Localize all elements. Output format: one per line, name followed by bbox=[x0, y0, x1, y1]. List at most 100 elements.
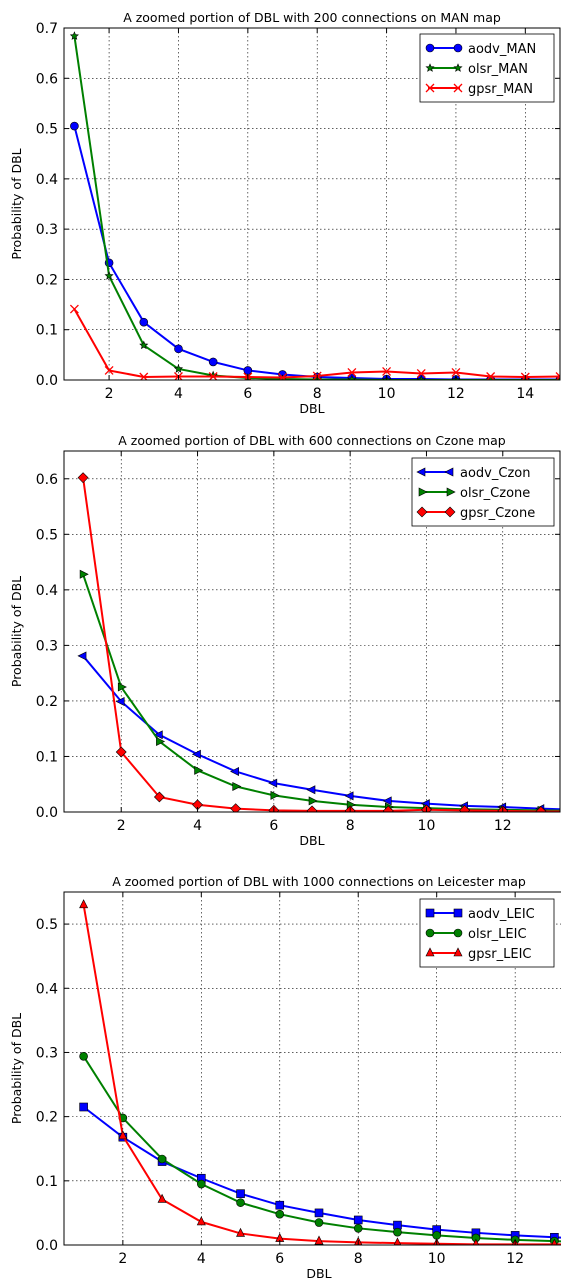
data-point bbox=[314, 1218, 324, 1227]
data-point bbox=[173, 364, 184, 373]
data-point bbox=[115, 746, 127, 758]
data-point bbox=[353, 1215, 363, 1225]
legend-marker bbox=[453, 83, 463, 93]
data-point bbox=[347, 374, 357, 380]
data-point bbox=[232, 781, 242, 791]
y-tick-label: 0.2 bbox=[36, 272, 58, 288]
legend-entry: gpsr_LEIC bbox=[468, 947, 532, 962]
legend-marker bbox=[453, 908, 463, 918]
legend: aodv_MAN olsr_MAN gpsr_MAN bbox=[419, 33, 555, 103]
data-point bbox=[535, 806, 547, 812]
data-point bbox=[69, 31, 79, 40]
legend-marker bbox=[425, 43, 435, 53]
legend-marker bbox=[416, 506, 428, 518]
data-point bbox=[382, 796, 392, 806]
legend: aodv_LEIC olsr_LEIC gpsr_LEIC bbox=[419, 898, 555, 968]
data-point bbox=[79, 569, 89, 579]
data-point bbox=[139, 317, 149, 327]
y-tick-label: 0.2 bbox=[36, 694, 58, 710]
data-point bbox=[230, 766, 239, 776]
y-tick-label: 0.0 bbox=[36, 805, 58, 821]
series-line bbox=[82, 1055, 561, 1243]
y-axis-label: Probability of DBL bbox=[9, 1013, 24, 1124]
data-point bbox=[118, 1130, 128, 1140]
x-tick-label: 8 bbox=[354, 1251, 363, 1267]
series-line bbox=[82, 655, 560, 811]
data-point bbox=[275, 1200, 285, 1210]
data-point bbox=[230, 803, 242, 812]
data-point bbox=[270, 790, 280, 800]
data-point bbox=[208, 372, 218, 380]
legend-marker bbox=[446, 487, 456, 497]
data-point bbox=[308, 796, 318, 806]
legend-marker bbox=[444, 467, 454, 477]
data-point bbox=[197, 1179, 206, 1189]
legend-marker bbox=[453, 947, 463, 957]
x-tick-label: 12 bbox=[506, 1251, 524, 1267]
axes-frame bbox=[63, 891, 561, 1246]
x-axis-label: DBL bbox=[306, 1266, 331, 1280]
legend-marker bbox=[425, 83, 435, 93]
x-axis-label: DBL bbox=[299, 401, 324, 416]
data-point bbox=[347, 367, 357, 377]
legend-marker bbox=[425, 63, 435, 72]
x-axis-label: DBL bbox=[299, 833, 324, 848]
y-tick-label: 0.0 bbox=[36, 1238, 58, 1254]
y-tick-label: 0.1 bbox=[36, 323, 58, 339]
series-olsr_LEIC bbox=[79, 1052, 561, 1245]
data-point bbox=[416, 375, 426, 380]
data-point bbox=[79, 899, 89, 909]
data-point bbox=[157, 1154, 167, 1164]
series-line bbox=[82, 573, 560, 812]
data-point bbox=[382, 366, 392, 376]
series-aodv_Czon bbox=[77, 651, 560, 812]
data-point bbox=[353, 1224, 363, 1233]
y-tick-label: 0.1 bbox=[36, 1174, 58, 1190]
x-tick-label: 2 bbox=[117, 818, 126, 834]
chart-title: A zoomed portion of DBL with 600 connect… bbox=[118, 433, 506, 448]
y-axis-label: Probability of DBL bbox=[9, 148, 24, 259]
legend-entry: olsr_Czone bbox=[460, 486, 530, 501]
data-point bbox=[393, 1227, 402, 1237]
legend-marker bbox=[425, 908, 435, 918]
data-point bbox=[69, 304, 79, 314]
data-point bbox=[278, 373, 287, 380]
y-tick-label: 0.6 bbox=[36, 472, 58, 488]
data-point bbox=[139, 340, 149, 350]
chart-panel-1: 2 4 6 8 10 12 14 0.0 0.1 0.2 0.3 0.4 0.5 0.6 0.7 A zoom… bbox=[9, 10, 561, 416]
data-point bbox=[115, 696, 125, 706]
data-point bbox=[459, 804, 471, 812]
data-point bbox=[79, 1102, 88, 1112]
y-tick-label: 0.5 bbox=[36, 527, 58, 543]
y-tick-label: 0.5 bbox=[36, 917, 58, 933]
x-tick-label: 8 bbox=[313, 386, 322, 402]
chart-title: A zoomed portion of DBL with 1000 connec… bbox=[112, 874, 526, 889]
data-point bbox=[194, 765, 204, 775]
data-point bbox=[236, 1198, 245, 1207]
y-tick-label: 0.4 bbox=[36, 981, 58, 997]
legend-marker bbox=[453, 928, 463, 938]
data-point bbox=[174, 344, 183, 354]
x-tick-label: 6 bbox=[243, 386, 252, 402]
y-tick-label: 0.4 bbox=[36, 583, 58, 599]
data-point bbox=[104, 365, 114, 375]
legend-entry: aodv_Czon bbox=[460, 466, 530, 481]
data-point bbox=[416, 369, 426, 378]
x-tick-label: 4 bbox=[174, 386, 183, 402]
y-tick-label: 0.7 bbox=[36, 21, 58, 37]
data-point bbox=[314, 1235, 324, 1245]
x-tick-label: 8 bbox=[346, 818, 355, 834]
chart-panel-3: 2 4 6 8 10 12 0.0 0.1 0.2 0.3 0.4 0.5 A zoomed porti… bbox=[9, 874, 561, 1280]
x-tick-label: 2 bbox=[118, 1251, 127, 1267]
y-tick-label: 0.3 bbox=[36, 638, 58, 654]
data-point bbox=[191, 749, 201, 759]
x-tick-label: 6 bbox=[275, 1251, 284, 1267]
data-point bbox=[153, 730, 163, 740]
data-point bbox=[314, 1208, 324, 1218]
data-point bbox=[117, 682, 127, 692]
x-tick-label: 4 bbox=[193, 818, 202, 834]
legend-entry: aodv_MAN bbox=[468, 42, 536, 57]
series-line bbox=[82, 477, 560, 812]
x-tick-label: 6 bbox=[269, 818, 278, 834]
data-point bbox=[486, 372, 496, 380]
